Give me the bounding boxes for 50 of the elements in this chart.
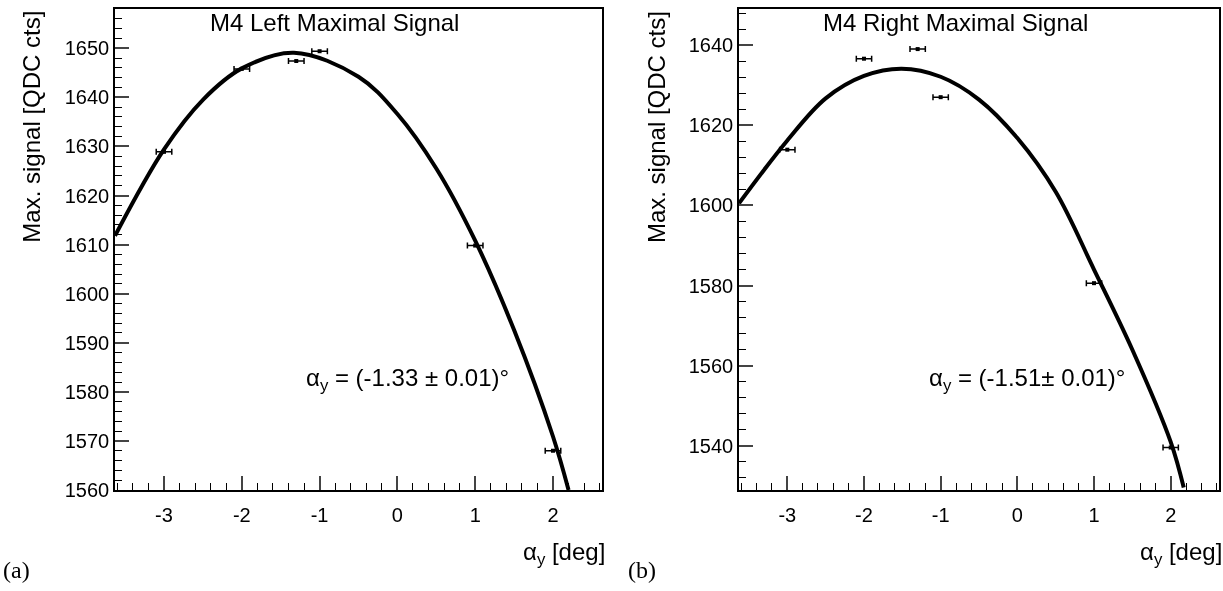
x-tick-label: -1 (931, 503, 950, 526)
y-tick-label: 1650 (64, 37, 110, 60)
point (915, 47, 920, 52)
y-axis-title: Max. signal [QDC cts] (17, 10, 45, 243)
y-axis-title: Max. signal [QDC cts] (643, 11, 671, 244)
point (1168, 445, 1173, 450)
x-tick-label: -3 (778, 503, 797, 526)
y-tick-label: 1620 (64, 184, 110, 207)
y-tick-label: 1580 (688, 274, 734, 297)
point (861, 56, 866, 61)
x-tick-label: 1 (1088, 503, 1100, 526)
y-tick-label: 1570 (64, 429, 110, 452)
annotation: α$_{y}$ = (-1.51± 0.01)° (929, 364, 1126, 396)
y-tick-label: 1590 (64, 331, 110, 354)
point (1092, 281, 1097, 286)
text: (a) (3, 557, 30, 583)
point (317, 49, 322, 54)
point (785, 147, 790, 152)
y-tick-label: 1560 (64, 479, 110, 501)
point (938, 95, 943, 100)
x-tick-label: 2 (1165, 503, 1177, 526)
point (162, 149, 167, 154)
y-tick-label: 1580 (64, 380, 110, 403)
point (550, 448, 555, 453)
y-tick-label: 1600 (64, 282, 110, 305)
point (473, 243, 478, 248)
y-tick-label: 1560 (688, 354, 734, 377)
y-tick-label: 1540 (688, 434, 734, 457)
x-tick-label: -2 (232, 503, 251, 526)
text: (b) (628, 557, 656, 583)
x-tick-label: 2 (547, 503, 559, 526)
y-tick-label: 1610 (64, 233, 110, 256)
chart-title: M4 Right Maximal Signal (823, 9, 1089, 36)
point (294, 59, 299, 64)
x-tick-label: -3 (155, 503, 173, 526)
x-tick-label: 0 (1011, 503, 1023, 526)
x-axis-title: α$_{y}$ [deg] (1140, 538, 1223, 570)
y-tick-label: 1620 (688, 114, 734, 137)
chart-title: M4 Left Maximal Signal (210, 9, 460, 36)
x-tick-label: 1 (469, 503, 481, 526)
annotation: α$_{y}$ = (-1.33 ± 0.01)° (306, 364, 510, 396)
y-tick-label: 1600 (688, 194, 734, 217)
y-tick-label: 1630 (64, 135, 110, 158)
x-tick-label: -2 (855, 503, 873, 526)
y-tick-label: 1640 (688, 34, 734, 57)
x-tick-label: -1 (310, 503, 329, 526)
x-axis-title: α$_{y}$ [deg] (523, 538, 606, 570)
point (239, 66, 244, 71)
x-tick-label: 0 (391, 503, 403, 526)
y-tick-label: 1640 (64, 86, 110, 109)
